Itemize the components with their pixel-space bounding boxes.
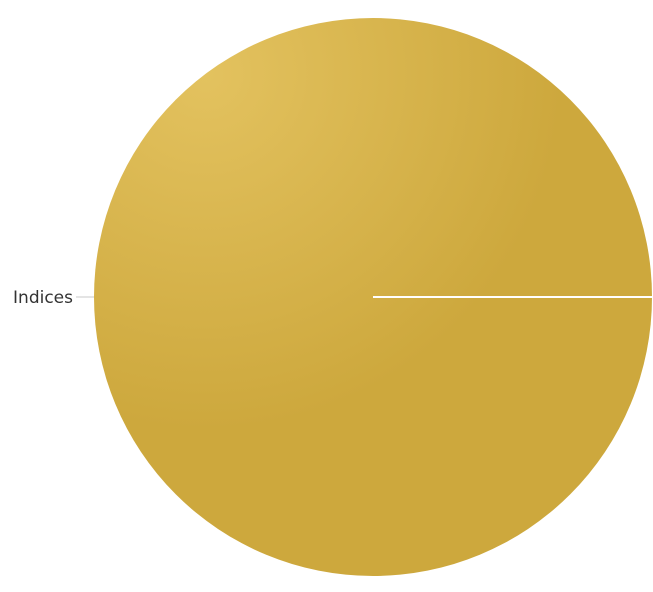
slice-label: Indices: [13, 288, 73, 308]
slices-layer: [94, 18, 652, 576]
labels-layer: Indices: [13, 288, 94, 308]
